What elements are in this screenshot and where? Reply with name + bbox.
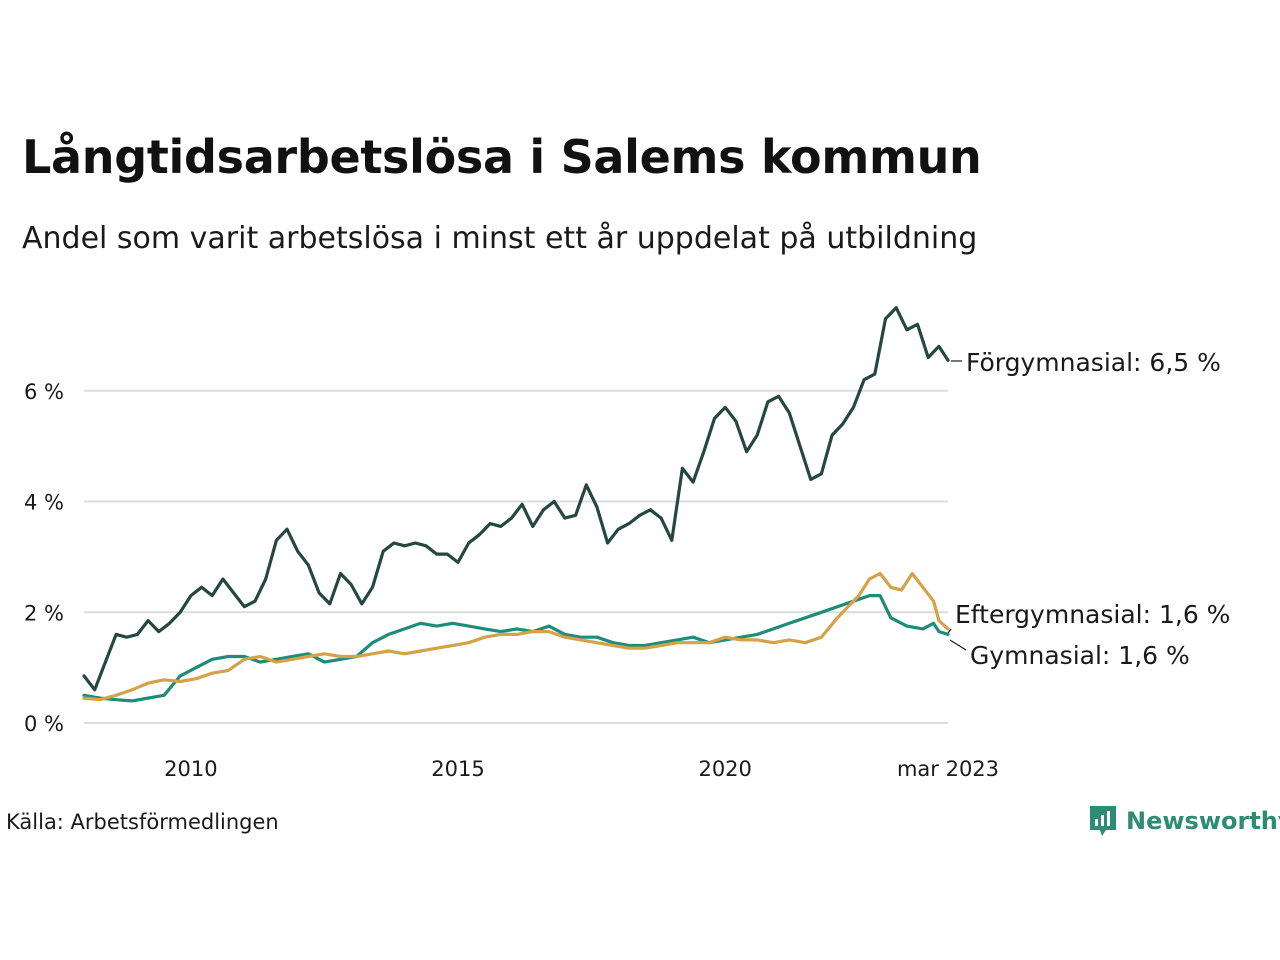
y-tick-label: 6 % — [24, 380, 64, 404]
series-end-label-förgymnasial: Förgymnasial: 6,5 % — [966, 348, 1221, 377]
series-end-label-gymnasial: Gymnasial: 1,6 % — [970, 641, 1190, 670]
page-subtitle: Andel som varit arbetslösa i minst ett å… — [22, 221, 978, 256]
brand-logo[interactable]: Newsworthy — [1088, 804, 1280, 838]
label-layer: Förgymnasial: 6,5 % Eftergymnasial: 1,6 %… — [947, 348, 1230, 670]
x-tick-label: 2020 — [698, 757, 751, 781]
newsworthy-logo-icon — [1090, 806, 1116, 836]
end-label-leader — [949, 639, 967, 651]
series-layer — [82, 306, 950, 703]
y-tick-label: 4 % — [24, 491, 64, 515]
source-note: Källa: Arbetsförmedlingen — [6, 810, 279, 834]
end-label-leader — [947, 628, 952, 634]
series-end-label-eftergymnasial: Eftergymnasial: 1,6 % — [955, 600, 1230, 629]
x-tick-label: 2010 — [164, 757, 217, 781]
y-tick-label: 2 % — [24, 601, 64, 625]
axis-layer: 0 % 2 % 4 % 6 % 2010 2015 2020 mar 2023 — [24, 380, 999, 781]
brand-name: Newsworthy — [1126, 807, 1280, 835]
y-tick-label: 0 % — [24, 712, 64, 736]
series-line-eftergymnasial — [82, 571, 950, 702]
series-line-förgymnasial — [82, 306, 950, 692]
x-tick-label: mar 2023 — [897, 757, 999, 781]
grid-layer — [84, 389, 948, 724]
line-chart: 0 % 2 % 4 % 6 % 2010 2015 2020 mar 2023 Förgymn… — [24, 306, 1230, 781]
page-title: Långtidsarbetslösa i Salems kommun — [22, 130, 982, 184]
x-tick-label: 2015 — [431, 757, 484, 781]
